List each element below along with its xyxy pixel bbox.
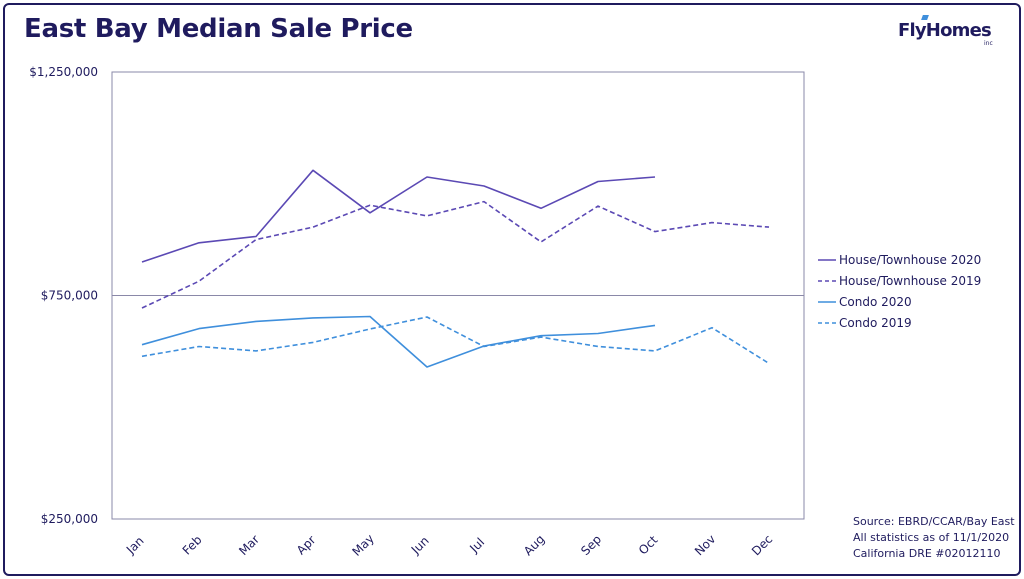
x-tick-label-aug: Aug — [521, 532, 547, 558]
legend-label-house-townhouse-2020: House/Townhouse 2020 — [839, 253, 981, 267]
source-line-1: Source: EBRD/CCAR/Bay East — [853, 515, 1015, 528]
page-title: East Bay Median Sale Price — [24, 14, 413, 44]
legend-label-condo-2019: Condo 2019 — [839, 316, 912, 330]
x-tick-label-may: May — [349, 531, 376, 558]
legend-label-house-townhouse-2019: House/Townhouse 2019 — [839, 274, 981, 288]
x-tick-label-feb: Feb — [180, 533, 205, 558]
source-line-3: California DRE #02012110 — [853, 547, 1001, 560]
source-line-2: All statistics as of 11/1/2020 — [853, 531, 1010, 544]
y-tick-label: $1,250,000 — [29, 65, 98, 79]
series-line-house-townhouse-2020 — [141, 169, 656, 263]
x-tick-label-apr: Apr — [294, 533, 319, 558]
legend: House/Townhouse 2020 House/Townhouse 2019… — [818, 253, 981, 330]
x-tick-label-mar: Mar — [236, 532, 262, 558]
chart-frame — [3, 3, 1021, 576]
series-line-condo-2020 — [141, 315, 656, 368]
x-tick-label-dec: Dec — [749, 532, 775, 558]
x-tick-label-oct: Oct — [636, 533, 661, 558]
legend-label-condo-2020: Condo 2020 — [839, 295, 912, 309]
flyhomes-logo: FlyHomes inc — [898, 15, 993, 47]
series-line-condo-2019 — [141, 316, 770, 365]
x-tick-label-nov: Nov — [692, 532, 718, 558]
y-tick-label: $750,000 — [41, 289, 98, 303]
x-tick-label-jan: Jan — [123, 534, 147, 558]
y-axis-tick-labels: $250,000 $750,000 $1,250,000 — [29, 65, 98, 526]
x-axis-tick-labels: Jan Feb Mar Apr May Jun Jul Aug Sep Oct Nov Dec — [123, 531, 775, 558]
y-tick-label: $250,000 — [41, 512, 98, 526]
logo-text: FlyHomes — [898, 20, 992, 41]
source-note: Source: EBRD/CCAR/Bay East All statistic… — [853, 514, 1015, 562]
series-line-house-townhouse-2019 — [141, 200, 770, 309]
series-lines — [141, 169, 770, 368]
x-tick-label-sep: Sep — [578, 532, 604, 558]
x-tick-label-jun: Jun — [408, 534, 432, 558]
x-tick-label-jul: Jul — [466, 535, 487, 556]
logo-sub: inc — [984, 40, 993, 47]
